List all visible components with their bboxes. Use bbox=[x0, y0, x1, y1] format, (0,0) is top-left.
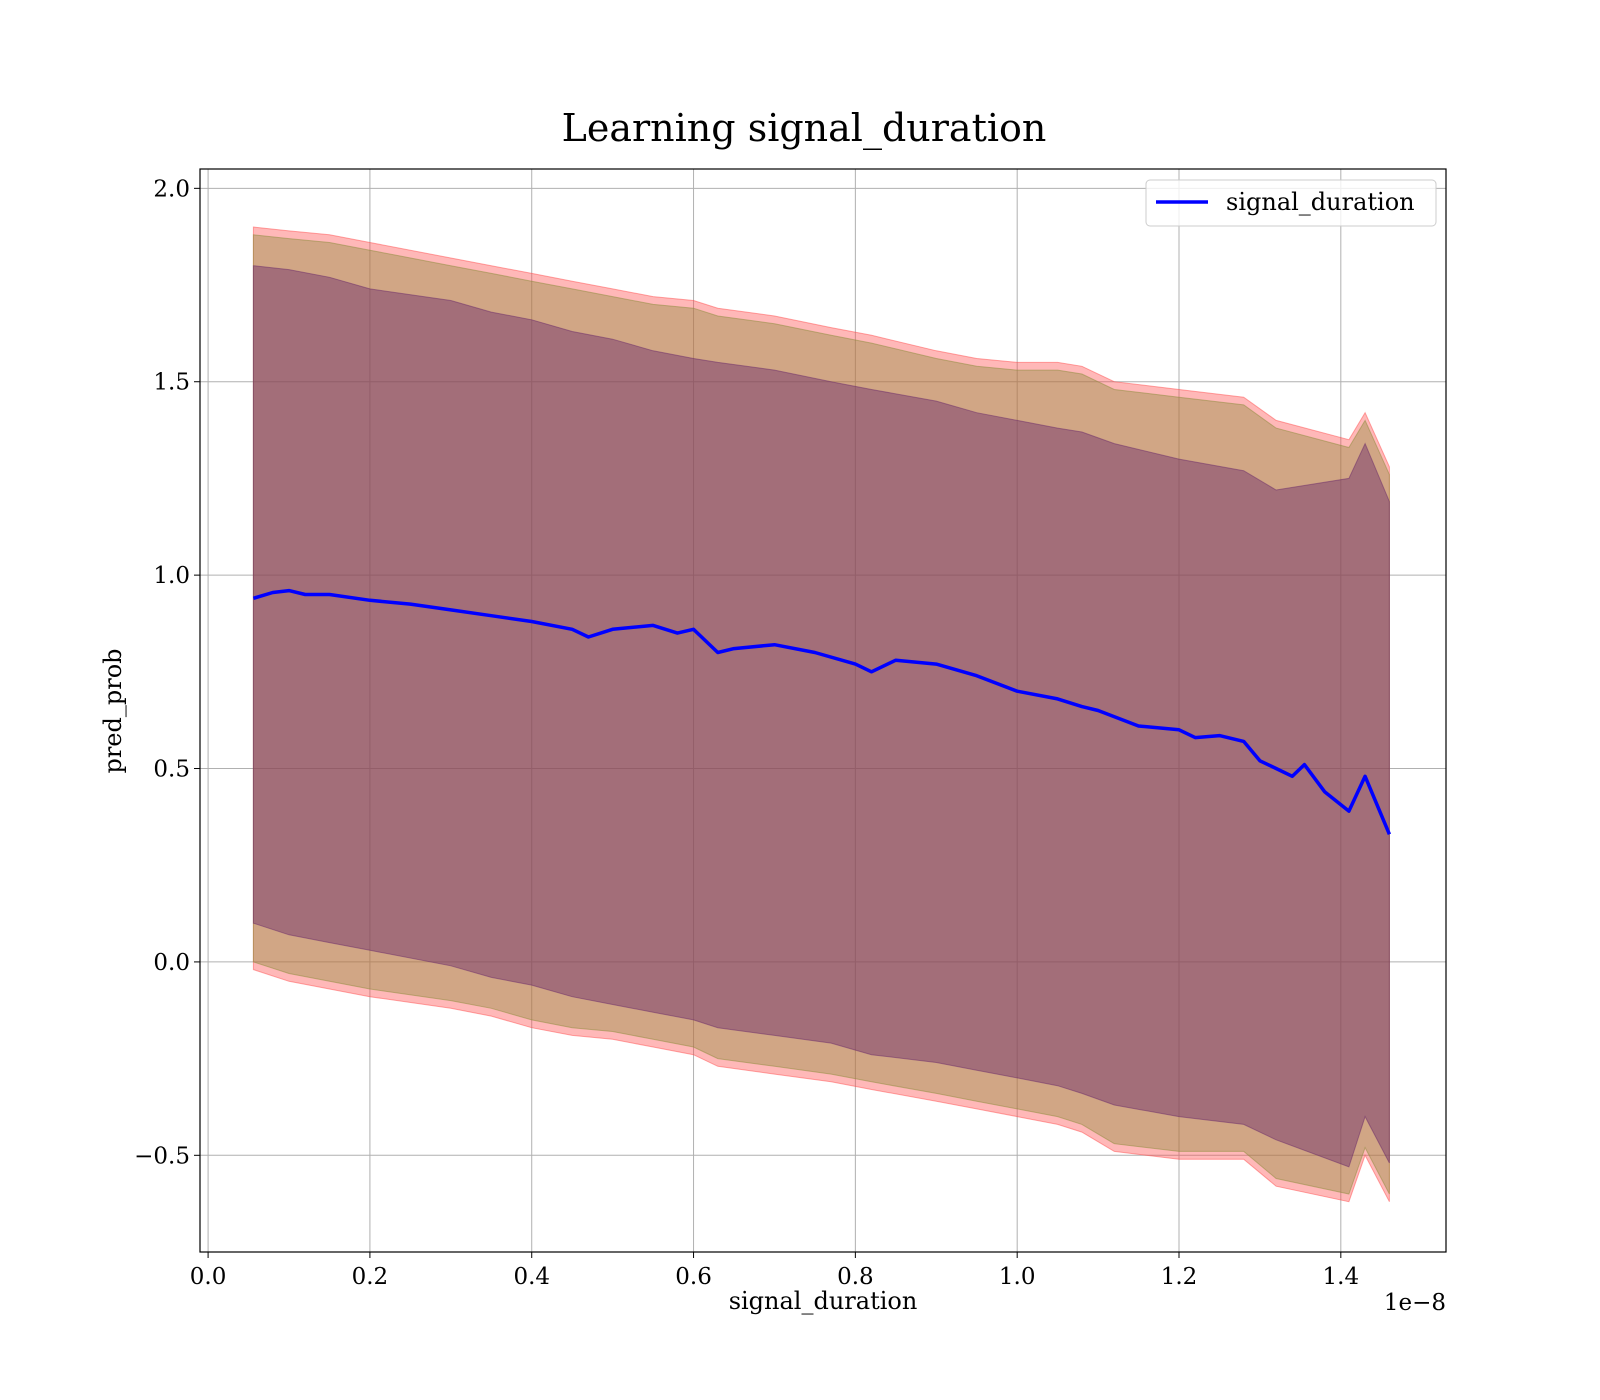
x-tick-label: 0.6 bbox=[675, 1264, 712, 1290]
grid bbox=[200, 169, 1446, 1252]
y-tick-label: 1.0 bbox=[153, 563, 190, 589]
x-tick-label: 1.2 bbox=[1161, 1264, 1198, 1290]
y-axis-label: pred_prob bbox=[99, 648, 127, 773]
series-line bbox=[252, 588, 1392, 835]
legend-box bbox=[1145, 179, 1437, 227]
chart-title: Learning signal_duration bbox=[562, 106, 1047, 151]
legend-label: signal_duration bbox=[1226, 188, 1415, 216]
series-group bbox=[252, 588, 1392, 835]
x-tick-label: 0.4 bbox=[513, 1264, 550, 1290]
y-axis-ticks: −0.5 0.0 0.5 1.0 1.5 2.0 bbox=[134, 176, 200, 1169]
x-tick-label: 0.0 bbox=[190, 1264, 227, 1290]
plot-frame bbox=[199, 168, 1447, 1253]
x-tick-label: 1.4 bbox=[1323, 1264, 1360, 1290]
y-tick-label: 1.5 bbox=[153, 370, 190, 396]
x-axis-label: signal_duration bbox=[729, 1287, 918, 1315]
x-axis-ticks: 0.0 0.2 0.4 0.6 0.8 1.0 1.2 1.4 bbox=[190, 1252, 1359, 1290]
x-tick-label: 0.8 bbox=[837, 1264, 874, 1290]
legend: signal_duration bbox=[1145, 179, 1437, 227]
x-tick-label: 1.0 bbox=[999, 1264, 1036, 1290]
confidence-band bbox=[252, 226, 1390, 1203]
confidence-band bbox=[252, 265, 1390, 1168]
x-tick-label: 0.2 bbox=[352, 1264, 389, 1290]
y-tick-label: 2.0 bbox=[153, 176, 190, 202]
bands-group bbox=[252, 226, 1390, 1203]
y-tick-label: −0.5 bbox=[134, 1143, 190, 1169]
x-axis-offset-label: 1e−8 bbox=[1384, 1290, 1446, 1316]
y-tick-label: 0.0 bbox=[153, 950, 190, 976]
y-tick-label: 0.5 bbox=[153, 757, 190, 783]
confidence-band bbox=[252, 234, 1390, 1195]
